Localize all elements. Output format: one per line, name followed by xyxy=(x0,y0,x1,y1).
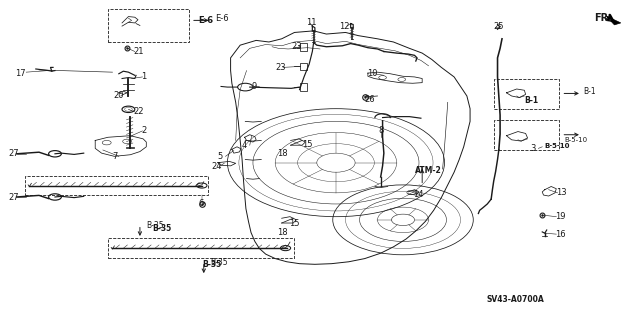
Text: 20: 20 xyxy=(113,92,124,100)
Text: B-35: B-35 xyxy=(147,221,164,230)
Text: 17: 17 xyxy=(15,69,26,78)
Text: 6: 6 xyxy=(198,199,204,208)
Text: 15: 15 xyxy=(302,140,312,149)
Text: 8: 8 xyxy=(379,126,384,135)
Text: E-6: E-6 xyxy=(214,14,228,23)
Text: 18: 18 xyxy=(277,149,288,158)
Text: 26: 26 xyxy=(365,95,375,104)
Text: 12: 12 xyxy=(339,22,349,31)
Text: 1: 1 xyxy=(141,72,147,81)
Text: 10: 10 xyxy=(367,69,377,78)
Text: 11: 11 xyxy=(306,19,316,27)
Text: 4: 4 xyxy=(242,141,247,150)
Text: 27: 27 xyxy=(8,193,19,202)
Text: 16: 16 xyxy=(555,230,566,239)
Text: 13: 13 xyxy=(556,188,567,197)
Text: B-35: B-35 xyxy=(153,224,172,233)
Text: B-1: B-1 xyxy=(524,96,538,105)
Text: 9: 9 xyxy=(252,82,257,91)
Text: 21: 21 xyxy=(134,47,144,56)
Text: 27: 27 xyxy=(8,149,19,158)
Text: B-1: B-1 xyxy=(583,87,596,96)
Text: 24: 24 xyxy=(211,162,222,171)
Text: B-5-10: B-5-10 xyxy=(564,137,587,143)
Text: 23: 23 xyxy=(291,42,302,51)
Text: 5: 5 xyxy=(218,152,223,161)
Text: 7: 7 xyxy=(113,152,118,161)
Text: 22: 22 xyxy=(134,108,144,116)
Text: E-6: E-6 xyxy=(198,16,214,25)
Text: 25: 25 xyxy=(493,22,504,31)
Text: 3: 3 xyxy=(531,144,536,153)
Text: B-5-10: B-5-10 xyxy=(545,143,570,149)
Text: 23: 23 xyxy=(275,63,286,72)
Text: 19: 19 xyxy=(555,212,566,221)
Text: SV43-A0700A: SV43-A0700A xyxy=(486,295,544,304)
Text: 15: 15 xyxy=(289,219,300,228)
Polygon shape xyxy=(606,16,621,25)
Text: B-35: B-35 xyxy=(202,260,221,270)
Text: B-35: B-35 xyxy=(210,258,228,267)
Text: FR.: FR. xyxy=(595,13,612,23)
Text: 18: 18 xyxy=(277,228,288,237)
Text: ATM-2: ATM-2 xyxy=(415,166,441,175)
Text: 14: 14 xyxy=(413,190,423,199)
Text: 2: 2 xyxy=(141,126,147,135)
